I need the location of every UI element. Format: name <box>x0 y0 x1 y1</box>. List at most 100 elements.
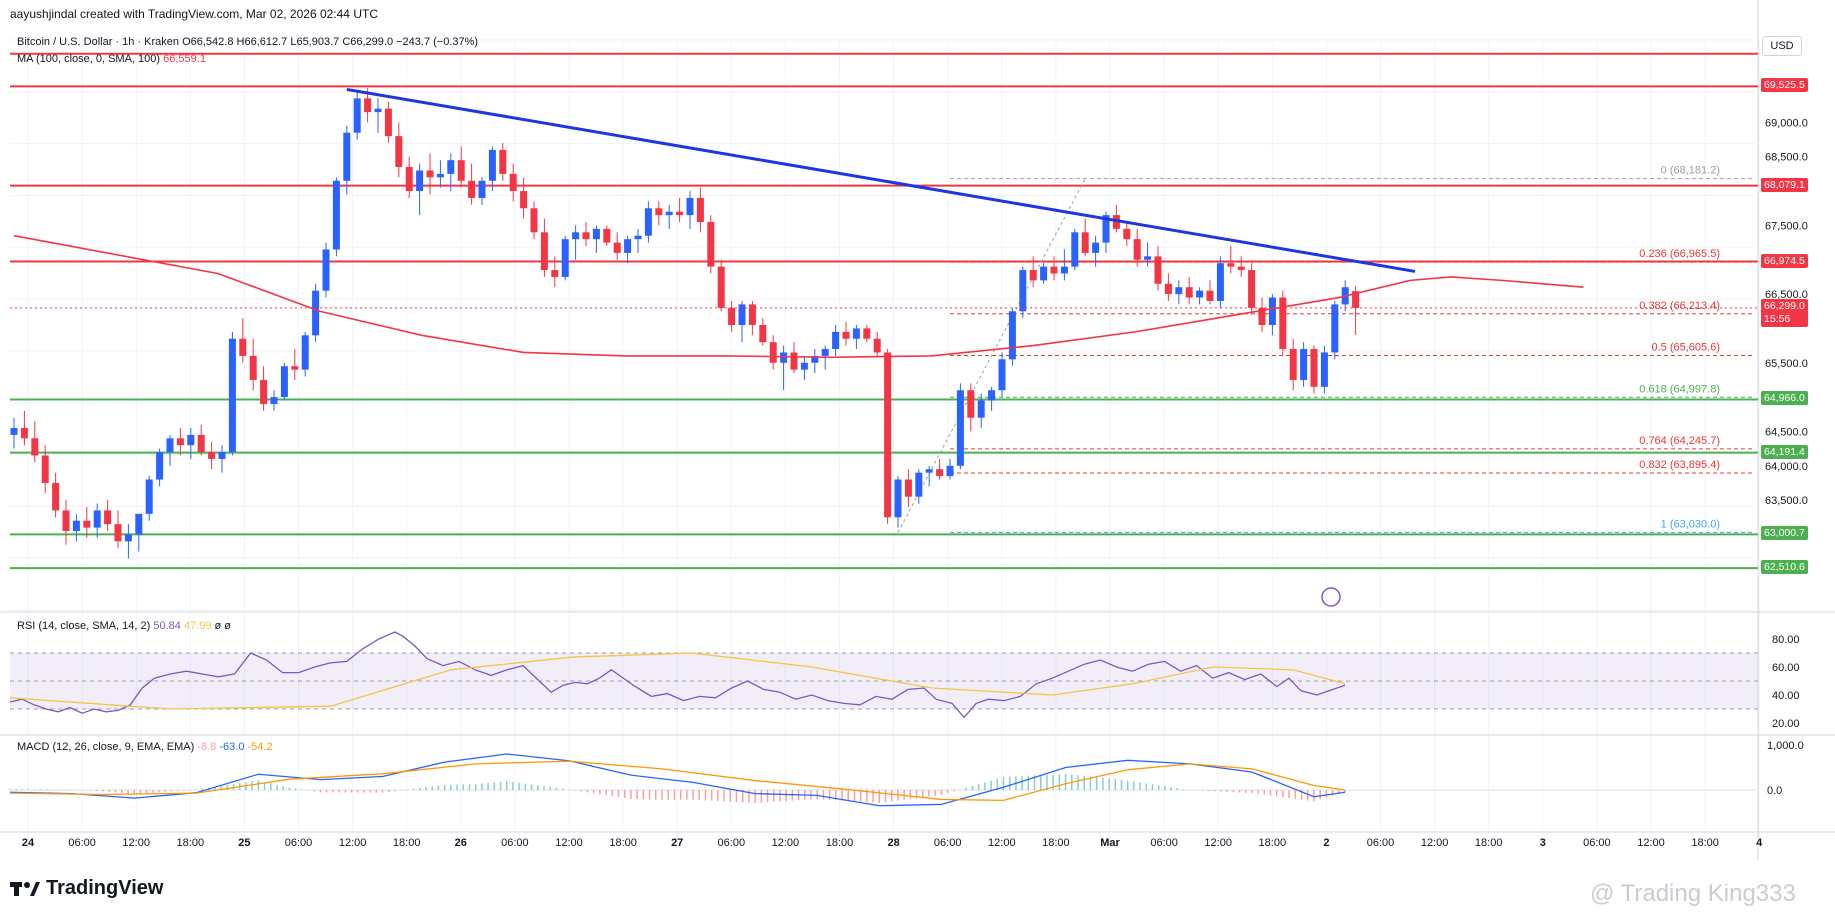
time-axis-label[interactable]: 18:00 <box>393 837 421 849</box>
symbol-legend[interactable]: Bitcoin / U.S. Dollar · 1h · Kraken O66,… <box>17 36 478 48</box>
ma-legend[interactable]: MA (100, close, 0, SMA, 100) 66,559.1 <box>17 53 206 65</box>
time-axis-label[interactable]: 4 <box>1756 837 1763 849</box>
time-axis-label[interactable]: 06:00 <box>718 837 746 849</box>
time-axis-label[interactable]: 06:00 <box>285 837 313 849</box>
price-axis-label[interactable]: 69,000.0 <box>1765 117 1808 129</box>
fib-level-label[interactable]: 0.832 (63,895.4) <box>1639 459 1720 471</box>
price-axis-label[interactable]: 64,000.0 <box>1765 461 1808 473</box>
level-price-label: 66,974.5 <box>1761 253 1808 268</box>
time-axis-label[interactable]: 06:00 <box>501 837 529 849</box>
candle-body <box>104 510 112 525</box>
currency-selector[interactable]: USD <box>1762 36 1802 56</box>
candle-body <box>31 438 39 456</box>
axes[interactable]: 69,000.0 68,500.0 67,500.0 66,500.0 65,500.0… <box>22 117 1808 849</box>
fib-level-label[interactable]: 1 (63,030.0) <box>1661 518 1720 530</box>
time-axis-label[interactable]: 18:00 <box>1691 837 1719 849</box>
candle-body <box>135 513 143 535</box>
time-axis-label[interactable]: 28 <box>887 837 899 849</box>
candle-body <box>676 211 684 216</box>
candle-body <box>416 170 424 192</box>
price-axis-label[interactable]: 63,500.0 <box>1765 495 1808 507</box>
rsi-pane[interactable] <box>9 631 1758 719</box>
current-price-label: 66,299.0 15:56 <box>1761 298 1808 327</box>
price-axis-label[interactable]: 68,500.0 <box>1765 152 1808 164</box>
candle-body <box>1185 287 1193 298</box>
candle-body <box>759 325 767 343</box>
macd-legend[interactable]: MACD (12, 26, close, 9, EMA, EMA) -8.8 -… <box>17 741 273 753</box>
fib-level-label[interactable]: 0.236 (66,965.5) <box>1639 248 1720 260</box>
candle-body <box>249 355 257 380</box>
time-axis-label[interactable]: 12:00 <box>1637 837 1665 849</box>
candle-body <box>665 211 673 216</box>
time-axis-label[interactable]: 12:00 <box>1421 837 1449 849</box>
candle-body <box>124 534 132 542</box>
time-axis-label[interactable]: Mar <box>1100 837 1120 849</box>
ma-label[interactable]: MA (100, close, 0, SMA, 100) <box>17 53 161 65</box>
candle-body <box>166 438 174 453</box>
time-axis-label[interactable]: 18:00 <box>177 837 205 849</box>
macd-line <box>9 753 1346 807</box>
candle-body <box>821 349 829 356</box>
time-axis-label[interactable]: 06:00 <box>68 837 96 849</box>
macd-signal-value: -54.2 <box>247 741 273 753</box>
time-axis-label[interactable]: 12:00 <box>772 837 800 849</box>
time-axis-label[interactable]: 12:00 <box>339 837 367 849</box>
time-axis-label[interactable]: 2 <box>1323 837 1329 849</box>
candle-body <box>811 355 819 363</box>
time-axis-label[interactable]: 18:00 <box>826 837 854 849</box>
macd-pane[interactable] <box>9 753 1758 807</box>
rsi-label[interactable]: RSI (14, close, SMA, 14, 2) <box>17 620 151 632</box>
candle-body <box>1164 283 1172 295</box>
fib-level-label[interactable]: 0.382 (66,213.4) <box>1639 300 1720 312</box>
fib-level-label[interactable]: 0.618 (64,997.8) <box>1639 383 1720 395</box>
candle-body <box>1206 290 1214 301</box>
time-axis-label[interactable]: 06:00 <box>1150 837 1178 849</box>
time-axis-label[interactable]: 06:00 <box>934 837 962 849</box>
candle-body <box>260 379 268 404</box>
time-axis-label[interactable]: 26 <box>455 837 467 849</box>
rsi-axis-label[interactable]: 40.00 <box>1772 690 1800 702</box>
price-axis-label[interactable]: 64,500.0 <box>1765 426 1808 438</box>
candle-body <box>468 180 476 198</box>
price-pane[interactable]: 0 (68,181.2) 0.236 (66,965.5) 0.382 (66,21… <box>10 52 1758 607</box>
time-axis-label[interactable]: 25 <box>238 837 250 849</box>
candle-body <box>218 452 226 459</box>
level-price-label: 64,191.4 <box>1761 444 1808 459</box>
time-axis-label[interactable]: 18:00 <box>609 837 637 849</box>
time-axis-label[interactable]: 18:00 <box>1475 837 1503 849</box>
time-axis-label[interactable]: 12:00 <box>988 837 1016 849</box>
symbol-name[interactable]: Bitcoin / U.S. Dollar · 1h · Kraken <box>17 36 180 48</box>
macd-axis-label[interactable]: 0.0 <box>1767 785 1782 797</box>
price-axis-label[interactable]: 65,500.0 <box>1765 358 1808 370</box>
candle-body <box>738 304 746 325</box>
chart-credit: aayushjindal created with TradingView.co… <box>10 7 378 21</box>
time-axis-label[interactable]: 12:00 <box>555 837 583 849</box>
time-axis-label[interactable]: 06:00 <box>1583 837 1611 849</box>
rsi-axis-label[interactable]: 20.00 <box>1772 718 1800 730</box>
time-axis-label[interactable]: 27 <box>671 837 683 849</box>
fib-level-label[interactable]: 0.764 (64,245.7) <box>1639 435 1720 447</box>
time-axis-label[interactable]: 18:00 <box>1042 837 1070 849</box>
time-axis-label[interactable]: 12:00 <box>1204 837 1232 849</box>
macd-axis-label[interactable]: 1,000.0 <box>1767 740 1804 752</box>
candle-body <box>551 270 559 277</box>
candle-body <box>561 239 569 277</box>
time-axis-label[interactable]: 24 <box>22 837 35 849</box>
time-axis-label[interactable]: 3 <box>1540 837 1546 849</box>
time-axis-label[interactable]: 18:00 <box>1259 837 1287 849</box>
tradingview-logo[interactable]: TradingView <box>10 877 163 900</box>
bar-countdown: 15:56 <box>1764 312 1791 325</box>
candle-body <box>832 331 840 350</box>
time-axis-label[interactable]: 12:00 <box>122 837 150 849</box>
rsi-axis-label[interactable]: 80.00 <box>1772 634 1800 646</box>
rsi-axis-label[interactable]: 60.00 <box>1772 662 1800 674</box>
time-axis-label[interactable]: 06:00 <box>1367 837 1395 849</box>
macd-label[interactable]: MACD (12, 26, close, 9, EMA, EMA) <box>17 741 195 753</box>
candle-body <box>894 479 902 518</box>
fib-level-label[interactable]: 0.5 (65,605.6) <box>1652 342 1721 354</box>
price-axis-label[interactable]: 67,500.0 <box>1765 220 1808 232</box>
rsi-legend[interactable]: RSI (14, close, SMA, 14, 2) 50.84 47.99 … <box>17 620 231 632</box>
price-axis-label[interactable]: 66,500.0 <box>1765 289 1808 301</box>
fib-level-label[interactable]: 0 (68,181.2) <box>1661 165 1720 177</box>
